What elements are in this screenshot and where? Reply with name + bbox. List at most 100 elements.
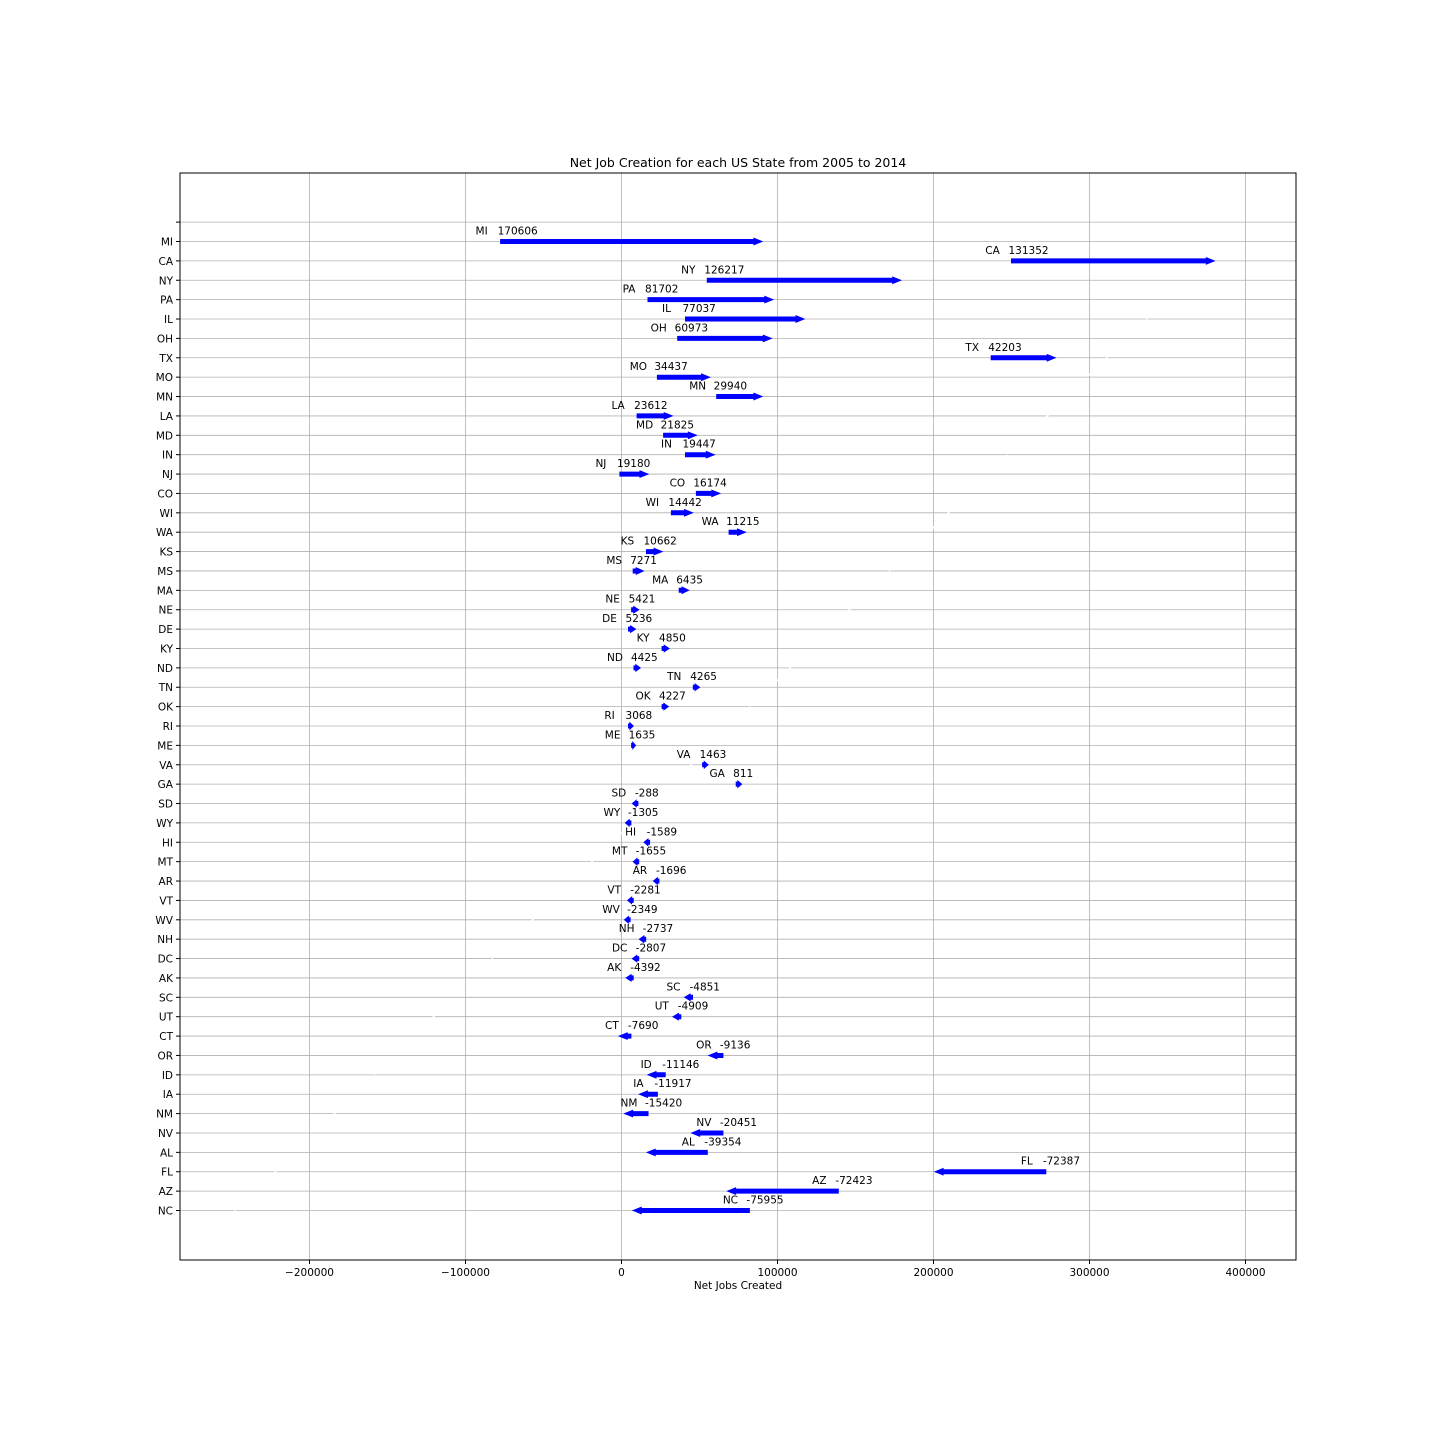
y-tick-label: ID xyxy=(162,1070,173,1082)
y-tick-label: DC xyxy=(158,954,173,966)
y-axis-ticks: MI CA NY PA IL OH TX MO MN LA MD IN NJ CO WI WA KS MS MA NE… xyxy=(155,221,180,1218)
arrow-mt xyxy=(632,857,640,866)
arrow-sc xyxy=(683,993,693,1002)
y-tick-label: OR xyxy=(157,1050,173,1062)
y-tick-label: AK xyxy=(159,973,174,985)
x-tick-label: 400000 xyxy=(1225,1267,1265,1279)
arrow-state-label: WV xyxy=(602,904,620,916)
y-tick-label: IA xyxy=(163,1089,174,1101)
arrow-state-label: NY xyxy=(681,264,696,276)
arrow-value-label: 4265 xyxy=(690,671,717,683)
arrow-value-label: -11917 xyxy=(654,1078,691,1090)
arrow-state-label: LA xyxy=(611,400,625,412)
arrow-value-label: -39354 xyxy=(704,1136,742,1148)
arrow-ia xyxy=(638,1090,658,1099)
arrow-state-label: NM xyxy=(621,1098,638,1110)
arrow-ks xyxy=(646,547,664,556)
arrow-oh xyxy=(677,334,773,343)
arrow-state-label: CO xyxy=(670,477,686,489)
y-tick-label: MN xyxy=(156,392,173,404)
arrow-state-label: CA xyxy=(985,245,1000,257)
arrow-nh xyxy=(638,935,647,944)
arrow-value-label: 811 xyxy=(733,768,753,780)
arrow-ne xyxy=(631,605,640,614)
arrow-va xyxy=(702,760,709,770)
y-tick-label: WI xyxy=(160,508,173,520)
arrow-value-label: 14442 xyxy=(668,497,701,509)
y-tick-label: WV xyxy=(155,915,173,927)
arrow-value-label: -1696 xyxy=(656,865,687,877)
arrow-value-label: 1463 xyxy=(700,749,727,761)
arrow-mi xyxy=(500,237,764,246)
arrow-value-label: -2807 xyxy=(636,943,667,955)
arrow-state-label: NJ xyxy=(595,458,606,470)
arrow-value-label: 21825 xyxy=(661,419,694,431)
arrow-value-label: -4392 xyxy=(630,962,661,974)
plot-frame xyxy=(179,172,1297,1261)
y-tick-label: NV xyxy=(158,1128,174,1140)
arrow-wa xyxy=(728,528,747,537)
y-tick-label: AL xyxy=(160,1147,173,1159)
y-tick-label: SC xyxy=(159,992,173,1004)
y-tick-label: WA xyxy=(156,527,174,539)
arrow-ok xyxy=(661,702,670,711)
y-tick-label: OK xyxy=(158,702,174,714)
y-tick-label: IL xyxy=(164,314,173,326)
arrow-state-label: MO xyxy=(630,361,647,373)
arrow-in xyxy=(685,450,716,459)
arrow-al xyxy=(645,1148,708,1157)
arrow-value-label: -4851 xyxy=(689,981,720,993)
y-tick-label: NY xyxy=(159,275,174,287)
arrow-nd xyxy=(633,663,642,673)
arrow-value-label: -15420 xyxy=(645,1098,682,1110)
arrow-ky xyxy=(661,644,671,653)
arrow-value-label: -2281 xyxy=(630,884,661,896)
arrow-state-label: OH xyxy=(651,322,667,334)
arrow-state-label: RI xyxy=(604,710,614,722)
arrow-value-label: 6435 xyxy=(676,574,703,586)
y-tick-label: SD xyxy=(158,799,173,811)
arrow-ga xyxy=(735,779,743,789)
arrow-or xyxy=(707,1051,724,1060)
y-tick-label: NJ xyxy=(162,469,173,481)
arrow-state-label: ND xyxy=(607,652,623,664)
arrow-state-label: ID xyxy=(641,1059,652,1071)
arrow-value-label: 16174 xyxy=(693,477,727,489)
arrow-id xyxy=(646,1070,666,1079)
arrow-state-label: FL xyxy=(1021,1156,1033,1168)
arrow-state-label: MS xyxy=(606,555,622,567)
y-tick-label: HI xyxy=(162,837,173,849)
annotation-labels: MI 170606 CA 131352 NY 126217 PA 81702 IL 77037 OH… xyxy=(476,226,1081,1207)
arrow-state-label: AZ xyxy=(812,1175,826,1187)
arrow-value-label: -9136 xyxy=(720,1039,751,1051)
y-tick-label: IN xyxy=(162,450,173,462)
arrow-value-label: -11146 xyxy=(662,1059,700,1071)
arrow-state-label: IL xyxy=(662,303,671,315)
arrow-value-label: 42203 xyxy=(988,342,1021,354)
arrow-state-label: KS xyxy=(621,536,635,548)
arrow-value-label: 11215 xyxy=(726,516,759,528)
arrow-ny xyxy=(706,276,903,285)
arrow-mo xyxy=(656,373,711,382)
arrow-state-label: MN xyxy=(689,381,706,393)
arrow-state-label: PA xyxy=(623,284,637,296)
y-tick-label: NE xyxy=(159,605,174,617)
arrow-state-label: VT xyxy=(607,884,621,896)
y-tick-label: TN xyxy=(158,682,173,694)
arrow-state-label: GA xyxy=(709,768,725,780)
arrow-value-label: 4850 xyxy=(659,632,686,644)
arrow-state-label: HI xyxy=(625,826,636,838)
chart-title: Net Job Creation for each US State from … xyxy=(570,155,907,170)
y-tick-label: MO xyxy=(156,372,173,384)
arrow-value-label: 7271 xyxy=(630,555,657,567)
arrow-state-label: MD xyxy=(636,419,653,431)
x-axis-label: Net Jobs Created xyxy=(694,1280,782,1292)
y-tick-label: RI xyxy=(163,721,173,733)
arrow-ca xyxy=(1011,256,1216,265)
y-tick-label: PA xyxy=(160,295,174,307)
arrow-state-label: OR xyxy=(696,1039,712,1051)
arrow-ri xyxy=(628,721,634,731)
arrow-state-label: NH xyxy=(619,923,635,935)
arrow-value-label: -20451 xyxy=(720,1117,757,1129)
arrow-nm xyxy=(623,1109,649,1118)
